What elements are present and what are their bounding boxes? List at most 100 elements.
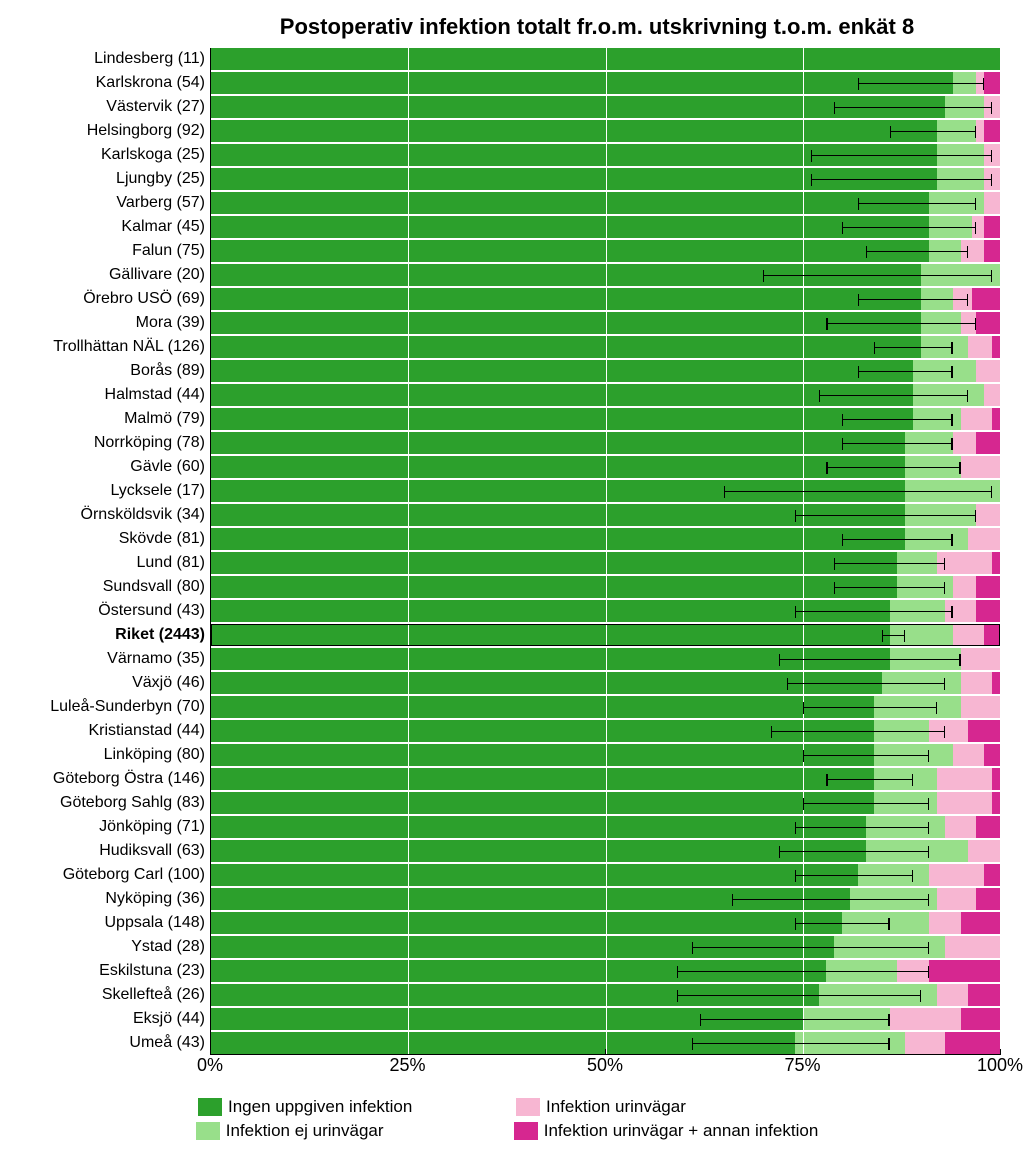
bar-row: Karlskoga (25) xyxy=(211,144,1000,166)
error-bar xyxy=(858,371,953,372)
bar-segment xyxy=(961,648,1000,670)
bar-row: Hudiksvall (63) xyxy=(211,840,1000,862)
bar-row: Kalmar (45) xyxy=(211,216,1000,238)
bar-segment xyxy=(211,192,929,214)
bar-segment xyxy=(953,576,977,598)
error-bar xyxy=(779,659,960,660)
bar-segment xyxy=(211,576,897,598)
row-label: Lindesberg (11) xyxy=(0,48,211,70)
row-label: Karlskrona (54) xyxy=(0,72,211,94)
bar-segment xyxy=(984,120,1000,142)
bar-segment xyxy=(976,816,1000,838)
bar-segment xyxy=(961,912,1000,934)
row-label: Lund (81) xyxy=(0,552,211,574)
legend-swatch xyxy=(196,1122,220,1140)
bar-row: Skellefteå (26) xyxy=(211,984,1000,1006)
bar-segment xyxy=(984,216,1000,238)
error-bar xyxy=(700,1019,889,1020)
row-label: Göteborg Sahlg (83) xyxy=(0,792,211,814)
error-bar xyxy=(826,779,913,780)
bar-row: Ystad (28) xyxy=(211,936,1000,958)
bar-row: Växjö (46) xyxy=(211,672,1000,694)
bar-segment xyxy=(211,840,866,862)
bar-row: Västervik (27) xyxy=(211,96,1000,118)
legend-label: Infektion ej urinvägar xyxy=(226,1121,384,1141)
stacked-bar-chart: Postoperativ infektion totalt fr.o.m. ut… xyxy=(0,0,1024,1151)
x-tick: 0% xyxy=(197,1055,223,1076)
bar-segment xyxy=(211,216,929,238)
bar-row: Linköping (80) xyxy=(211,744,1000,766)
row-label: Riket (2443) xyxy=(0,624,211,646)
row-label: Skövde (81) xyxy=(0,528,211,550)
bar-row: Värnamo (35) xyxy=(211,648,1000,670)
error-bar xyxy=(858,203,976,204)
bar-segment xyxy=(937,552,992,574)
row-label: Gällivare (20) xyxy=(0,264,211,286)
row-label: Trollhättan NÄL (126) xyxy=(0,336,211,358)
legend-label: Infektion urinvägar + annan infektion xyxy=(544,1121,819,1141)
bar-segment xyxy=(961,696,1000,718)
bar-segment xyxy=(211,864,858,886)
error-bar xyxy=(834,107,992,108)
row-label: Örnsköldsvik (34) xyxy=(0,504,211,526)
bar-row: Karlskrona (54) xyxy=(211,72,1000,94)
error-bar xyxy=(874,347,953,348)
bar-row: Östersund (43) xyxy=(211,600,1000,622)
x-tick: 75% xyxy=(784,1055,820,1076)
bar-segment xyxy=(211,816,866,838)
bar-segment xyxy=(211,696,874,718)
bar-segment xyxy=(984,192,1000,214)
bar-row: Riket (2443) xyxy=(211,624,1000,646)
bar-segment xyxy=(211,456,905,478)
row-label: Ystad (28) xyxy=(0,936,211,958)
bar-segment xyxy=(961,672,993,694)
bar-segment xyxy=(905,1032,944,1054)
bar-segment xyxy=(953,624,985,646)
legend: Ingen uppgiven infektion Infektion urinvä… xyxy=(147,1097,867,1141)
x-tick: 50% xyxy=(587,1055,623,1076)
bar-segment xyxy=(976,120,984,142)
bar-segment xyxy=(211,744,874,766)
error-bar xyxy=(787,683,945,684)
row-label: Hudiksvall (63) xyxy=(0,840,211,862)
bar-segment xyxy=(968,984,1000,1006)
error-bar xyxy=(795,923,890,924)
legend-item: Ingen uppgiven infektion xyxy=(198,1097,498,1117)
bar-segment xyxy=(976,360,1000,382)
bar-row: Norrköping (78) xyxy=(211,432,1000,454)
bar-row: Göteborg Östra (146) xyxy=(211,768,1000,790)
legend-item: Infektion ej urinvägar xyxy=(196,1121,496,1141)
row-label: Ljungby (25) xyxy=(0,168,211,190)
error-bar xyxy=(677,995,922,996)
error-bar xyxy=(819,395,969,396)
bar-row: Gävle (60) xyxy=(211,456,1000,478)
bar-segment xyxy=(972,288,1000,310)
row-label: Kalmar (45) xyxy=(0,216,211,238)
row-label: Jönköping (71) xyxy=(0,816,211,838)
x-axis: 0%25%50%75%100% xyxy=(210,1055,1000,1085)
bar-segment xyxy=(984,72,1000,94)
error-bar xyxy=(890,131,977,132)
error-bar xyxy=(834,563,944,564)
bar-segment xyxy=(961,408,993,430)
bar-segment xyxy=(992,672,1000,694)
bar-segment xyxy=(953,432,977,454)
bar-segment xyxy=(211,360,913,382)
bar-segment xyxy=(992,336,1000,358)
bar-row: Lund (81) xyxy=(211,552,1000,574)
bar-segment xyxy=(953,744,985,766)
error-bar xyxy=(724,491,992,492)
bar-row: Örebro USÖ (69) xyxy=(211,288,1000,310)
error-bar xyxy=(811,155,992,156)
error-bar xyxy=(803,755,929,756)
row-label: Eskilstuna (23) xyxy=(0,960,211,982)
row-label: Luleå-Sunderbyn (70) xyxy=(0,696,211,718)
bar-segment xyxy=(211,552,897,574)
bar-row: Lycksele (17) xyxy=(211,480,1000,502)
bar-row: Luleå-Sunderbyn (70) xyxy=(211,696,1000,718)
error-bar xyxy=(858,299,968,300)
bar-segment xyxy=(992,408,1000,430)
bar-segment xyxy=(945,936,1000,958)
error-bar xyxy=(803,707,937,708)
bar-row: Ljungby (25) xyxy=(211,168,1000,190)
